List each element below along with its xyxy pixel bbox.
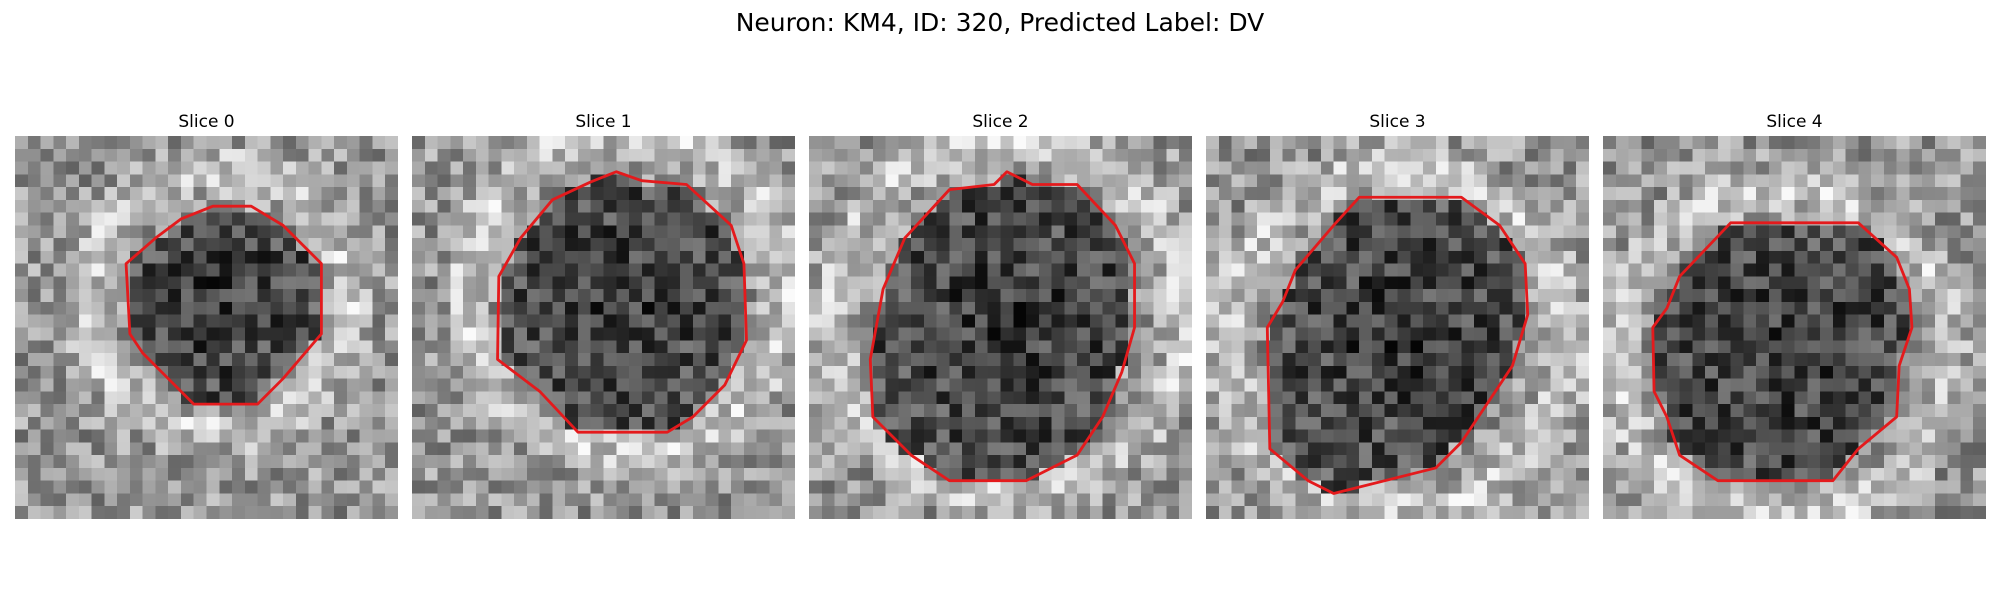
- slice-title: Slice 2: [972, 112, 1029, 132]
- neuron-contour-overlay: [868, 170, 1136, 483]
- neuron-contour-line: [124, 204, 323, 406]
- neuron-contour-overlay: [496, 170, 748, 434]
- slice-title: Slice 4: [1766, 112, 1823, 132]
- slice-panel-1: Slice 1: [412, 108, 795, 519]
- slice-title: Slice 0: [178, 112, 235, 132]
- neuron-contour-line: [868, 170, 1136, 483]
- slice-panel-0: Slice 0: [15, 108, 398, 519]
- microscopy-slice-image: [809, 136, 1192, 519]
- neuron-contour-line: [1651, 221, 1914, 483]
- slice-panel-3: Slice 3: [1206, 108, 1589, 519]
- neuron-contour-overlay: [1265, 195, 1530, 495]
- slice-title: Slice 1: [575, 112, 632, 132]
- microscopy-slice-image: [412, 136, 795, 519]
- figure-title: Neuron: KM4, ID: 320, Predicted Label: D…: [735, 8, 1265, 37]
- neuron-contour-overlay: [1651, 221, 1914, 483]
- microscopy-slice-image: [1603, 136, 1986, 519]
- microscopy-slice-image: [15, 136, 398, 519]
- neuron-contour-overlay: [124, 204, 323, 406]
- neuron-contour-line: [496, 170, 748, 434]
- slice-panel-4: Slice 4: [1603, 108, 1986, 519]
- slice-title: Slice 3: [1369, 112, 1426, 132]
- neuron-contour-line: [1265, 195, 1530, 495]
- slice-panel-2: Slice 2: [809, 108, 1192, 519]
